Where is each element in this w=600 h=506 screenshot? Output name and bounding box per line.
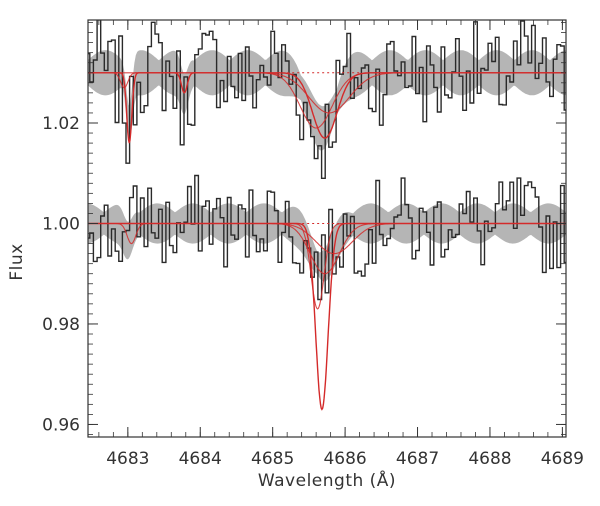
plot-clip-group — [88, 20, 566, 411]
model-profile — [88, 222, 566, 255]
y-tick-label: 1.00 — [42, 214, 80, 234]
uncertainty-band — [88, 50, 566, 151]
x-tick-label: 4687 — [396, 449, 439, 469]
y-tick-label: 0.96 — [42, 415, 80, 435]
x-tick-label: 4684 — [179, 449, 222, 469]
y-tick-label: 0.98 — [42, 315, 80, 335]
axes-frame — [87, 19, 567, 438]
plot-area — [88, 20, 566, 411]
observed-spectrum — [88, 20, 566, 179]
x-tick-label: 4683 — [106, 449, 149, 469]
x-axis-title: Wavelength (Å) — [258, 469, 396, 491]
x-tick-label: 4686 — [323, 449, 366, 469]
model-profile — [88, 72, 566, 114]
x-tick-label: 4688 — [468, 449, 511, 469]
axes: 4683 4684 4685 4686 4687 4688 4689 0.96 0.98 1.00… — [42, 19, 584, 469]
y-axis-title: Flux — [7, 243, 27, 280]
uncertainty-band — [88, 203, 566, 282]
x-tick-label: 4685 — [251, 449, 294, 469]
y-tick-label: 1.02 — [42, 114, 80, 134]
observed-spectrum — [88, 174, 566, 301]
x-tick-label: 4689 — [541, 449, 584, 469]
